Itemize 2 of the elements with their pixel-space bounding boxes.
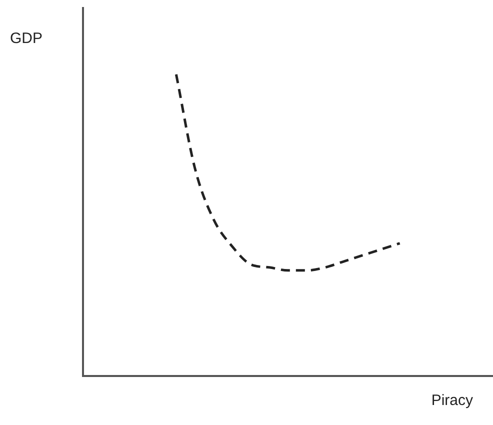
y-axis-title: GDP xyxy=(10,30,43,47)
x-axis-title: Piracy xyxy=(431,392,473,409)
